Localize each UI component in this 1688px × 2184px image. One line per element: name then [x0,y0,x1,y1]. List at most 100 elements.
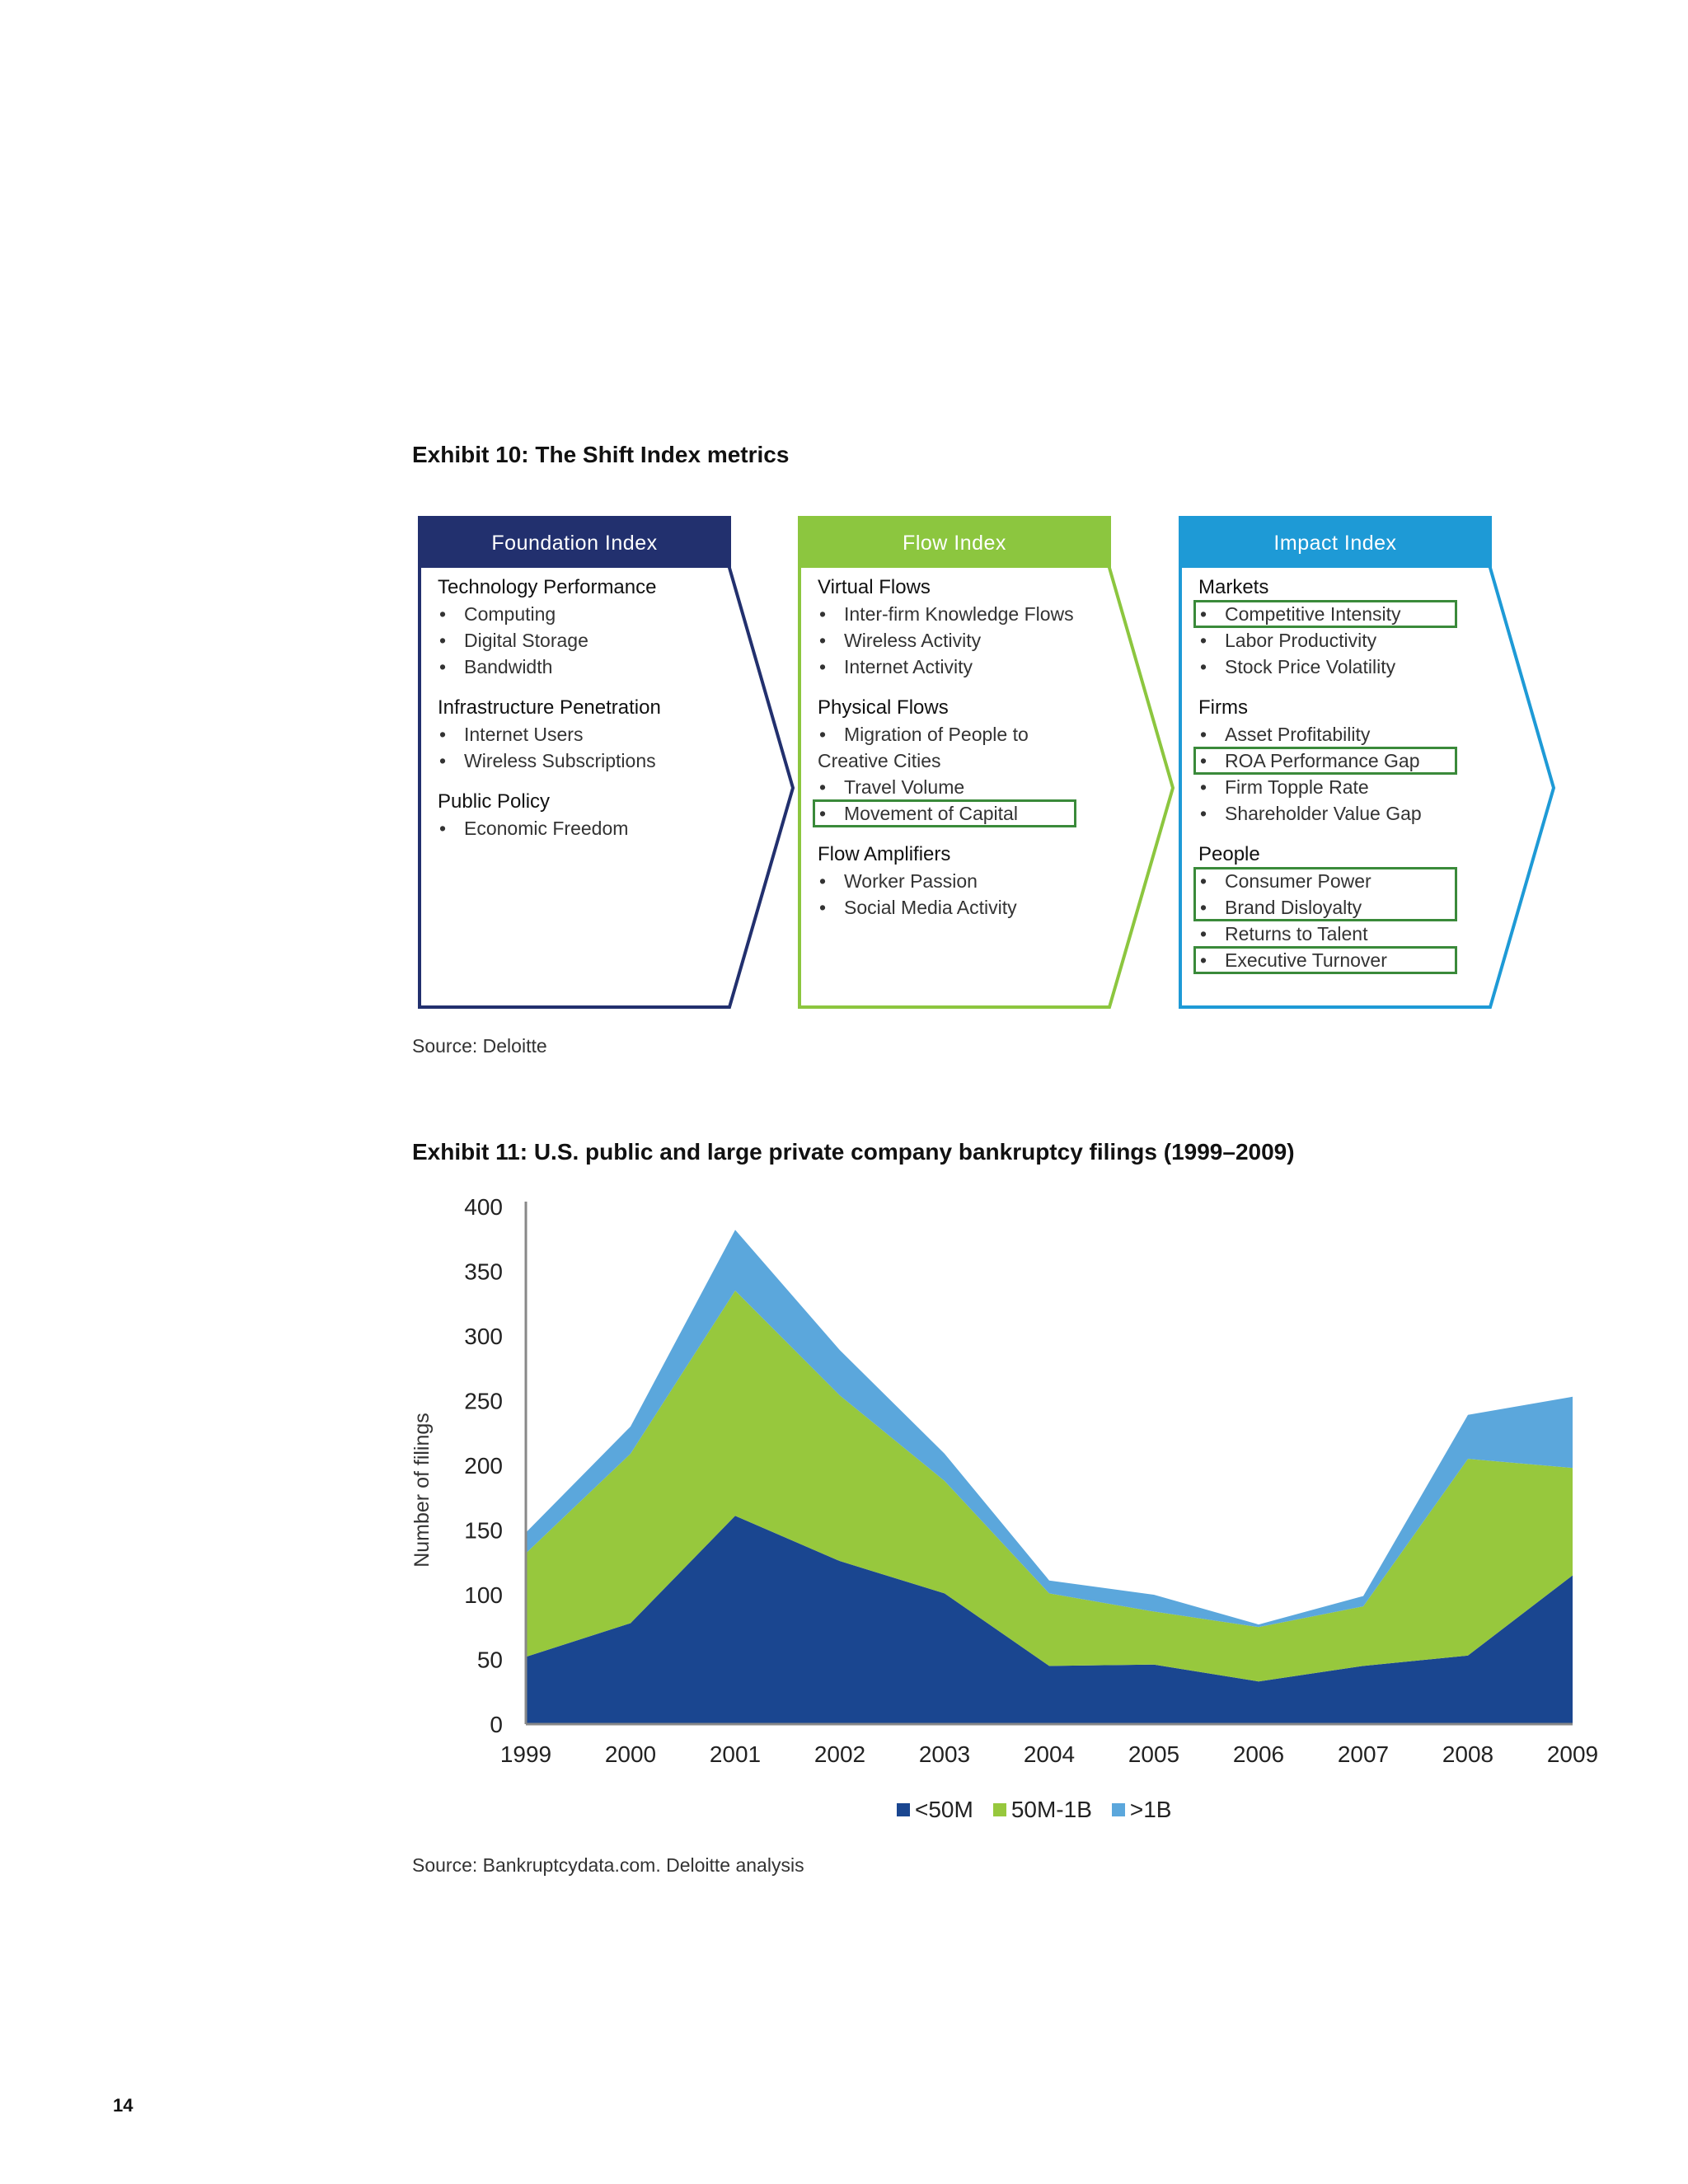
section-title: Technology Performance [438,576,657,598]
impact-chevron-outline [1179,516,1556,1009]
bullet-icon: • [1200,630,1207,651]
metric-item: • Economic Freedom [438,815,734,841]
bullet-icon: • [439,603,447,625]
exhibit11-source: Source: Bankruptcydata.com. Deloitte ana… [412,1854,804,1876]
bankruptcy-area-chart: 0 50 100 150 200 250 300 350 400 1999 2000 2001 2002… [410,1194,1598,1767]
metric-item: • Bandwidth [438,654,734,680]
chart-legend: <50M 50M-1B >1B [897,1797,1191,1823]
bullet-icon: • [819,630,827,651]
flow-index-panel: Flow Index Virtual Flows • Inter-firm Knowl… [798,516,1175,1009]
legend-item: <50M [897,1797,973,1823]
metric-item: • Travel Volume [818,774,1114,800]
metric-section: Virtual Flows • Inter-firm Knowledge Flows… [818,574,1114,680]
bullet-icon: • [439,750,447,771]
bullet-icon: • [439,656,447,677]
flow-chevron-shape [798,516,1175,1009]
section-title: Markets [1198,576,1269,598]
x-tick-label: 2003 [919,1741,970,1767]
foundation-index-body: Technology Performance • Computing • Digital… [438,574,734,856]
metric-section: Flow Amplifiers • Worker Passion • Social Me… [818,841,1114,921]
metric-item: • Firm Topple Rate [1198,774,1495,800]
impact-chevron-shape [1179,516,1556,1009]
bullet-icon: • [1200,803,1207,824]
y-tick-label: 300 [464,1324,503,1349]
bullet-icon: • [1200,949,1207,971]
metric-item: Creative Cities [818,750,941,771]
section-title: People [1198,843,1260,865]
metric-item: • Inter-firm Knowledge Flows [818,601,1114,627]
impact-index-body: Markets • Competitive Intensity • Labor Prod… [1198,574,1495,988]
y-tick-label: 150 [464,1518,503,1544]
metric-section: Technology Performance • Computing • Digital… [438,574,734,680]
y-tick-label: 350 [464,1259,503,1285]
metric-item: • Consumer Power [1198,868,1495,894]
metric-item: • Asset Profitability [1198,721,1495,748]
flow-chevron-outline [798,516,1175,1009]
bullet-icon: • [1200,603,1207,625]
legend-item: 50M-1B [992,1797,1092,1823]
metric-item: • ROA Performance Gap [1198,748,1495,774]
bullet-icon: • [1200,870,1207,892]
metric-item: • Competitive Intensity [1198,601,1495,627]
metric-item: • Internet Users [438,721,734,748]
metric-item: • Executive Turnover [1198,947,1495,973]
metric-item: • Social Media Activity [818,894,1114,921]
metric-section: People • Consumer Power • Brand Disloyalty • R… [1198,841,1495,973]
section-title: Firms [1198,696,1248,719]
highlight-executive-turnover [1193,946,1457,974]
metric-section: Markets • Competitive Intensity • Labor Prod… [1198,574,1495,680]
page-number: 14 [113,2095,134,2116]
bullet-icon: • [1200,724,1207,745]
x-tick-label: 2001 [710,1741,761,1767]
bullet-icon: • [819,603,827,625]
flow-index-body: Virtual Flows • Inter-firm Knowledge Flows… [818,574,1114,935]
y-tick-label: 50 [477,1647,503,1673]
y-tick-label: 0 [490,1712,503,1737]
flow-index-header: Flow Index [801,519,1108,568]
bullet-icon: • [819,776,827,798]
bullet-icon: • [1200,923,1207,944]
x-tick-label: 2009 [1547,1741,1598,1767]
legend-label: >1B [1129,1797,1172,1822]
section-title: Infrastructure Penetration [438,696,661,719]
section-title: Public Policy [438,790,551,813]
metric-item: • Wireless Activity [818,627,1114,654]
metric-item: • Wireless Subscriptions [438,748,734,774]
x-tick-label: 2007 [1338,1741,1389,1767]
foundation-index-header: Foundation Index [421,519,728,568]
legend-label: 50M-1B [1010,1797,1092,1822]
y-tick-label: 400 [464,1194,503,1220]
bullet-icon: • [439,630,447,651]
bullet-icon: • [819,803,827,824]
area-series-2 [526,1230,1573,1628]
foundation-chevron-shape [418,516,795,1009]
x-tick-label: 2000 [605,1741,656,1767]
x-tick-label: 1999 [500,1741,551,1767]
impact-index-header: Impact Index [1182,519,1489,568]
x-tick-label: 2008 [1442,1741,1493,1767]
impact-index-panel: Impact Index Markets • Competitive Intensit… [1179,516,1556,1009]
metric-section: Physical Flows • Migration of People to Cre… [818,695,1114,827]
section-title: Flow Amplifiers [818,843,951,865]
metric-item: • Internet Activity [818,654,1114,680]
metric-item: • Labor Productivity [1198,627,1495,654]
foundation-index-panel: Foundation Index Technology Performance • C… [418,516,795,1009]
y-tick-label: 250 [464,1389,503,1414]
metric-item: • Digital Storage [438,627,734,654]
x-tick-label: 2002 [814,1741,865,1767]
metric-item: • Computing [438,601,734,627]
bullet-icon: • [819,724,827,745]
area-series-1 [526,1291,1573,1682]
exhibit10-title: Exhibit 10: The Shift Index metrics [412,442,790,467]
legend-swatch [897,1803,910,1816]
bullet-icon: • [1200,656,1207,677]
metric-item: • Returns to Talent [1198,921,1495,947]
highlight-consumer-power [1193,867,1457,921]
metric-section: Public Policy • Economic Freedom [438,789,734,841]
metric-item: • Shareholder Value Gap [1198,800,1495,827]
bullet-icon: • [439,818,447,839]
y-tick-label: 200 [464,1453,503,1479]
metric-item: • Stock Price Volatility [1198,654,1495,680]
bullet-icon: • [819,870,827,892]
metric-section: Infrastructure Penetration • Internet User… [438,695,734,774]
